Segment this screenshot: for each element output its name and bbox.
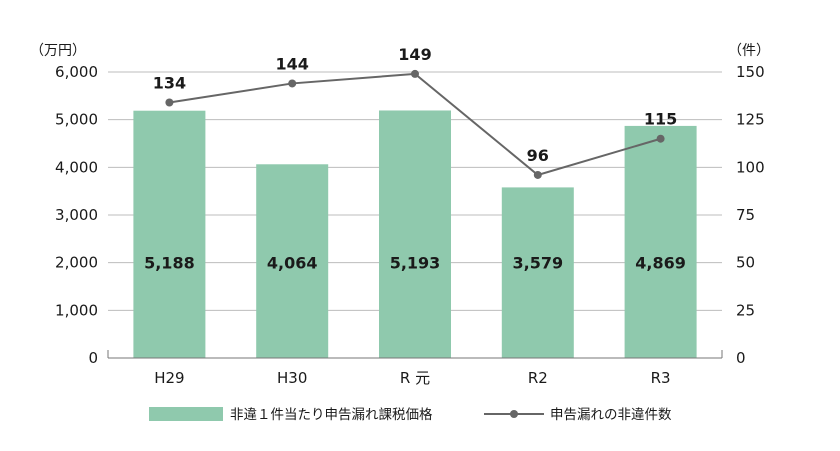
bar-series: 5,188 4,064 5,193 3,579 4,869 — [133, 110, 697, 359]
line-value-label: 134 — [153, 74, 186, 93]
bar-value-label: 5,188 — [144, 254, 195, 273]
category-label: H29 — [154, 369, 184, 387]
line-value-label: 96 — [527, 146, 549, 165]
right-tick-label: 0 — [736, 349, 746, 367]
category-label: R 元 — [400, 369, 430, 387]
bar-value-label: 4,064 — [267, 254, 318, 273]
line-point — [288, 79, 297, 88]
right-axis-unit: （件） — [728, 43, 770, 59]
bar — [133, 110, 206, 359]
left-tick-label: 3,000 — [55, 206, 98, 224]
line-series: 134 144 149 96 115 — [153, 45, 677, 179]
right-tick-label: 50 — [736, 254, 755, 272]
bar — [501, 187, 574, 358]
line-point — [533, 170, 542, 179]
bar — [624, 125, 697, 358]
right-tick-label: 100 — [736, 158, 765, 176]
line-value-label: 149 — [398, 45, 431, 64]
left-tick-label: 0 — [88, 349, 98, 367]
right-tick-label: 125 — [736, 111, 765, 129]
legend-line-marker — [510, 410, 518, 418]
axes — [107, 350, 723, 359]
bar-value-label: 5,193 — [390, 254, 441, 273]
right-axis-ticks: 0 25 50 75 100 125 150 — [736, 63, 765, 367]
line-point — [411, 69, 419, 78]
bar — [379, 110, 451, 358]
left-axis-ticks: 0 1,000 2,000 3,000 4,000 5,000 6,000 — [55, 63, 98, 367]
category-label: H30 — [277, 369, 307, 387]
right-tick-label: 150 — [736, 63, 765, 81]
legend-bar-label: 非違１件当たり申告漏れ課税価格 — [230, 407, 433, 423]
legend-line-label: 申告漏れの非違件数 — [550, 407, 672, 423]
left-tick-label: 4,000 — [55, 158, 98, 176]
line-value-label: 115 — [644, 110, 677, 129]
category-labels: H29 H30 R 元 R2 R3 — [154, 369, 670, 387]
left-tick-label: 1,000 — [55, 301, 98, 319]
bar-value-label: 4,869 — [635, 254, 686, 273]
line-point — [165, 98, 174, 107]
right-tick-label: 25 — [736, 301, 755, 319]
right-tick-label: 75 — [736, 206, 755, 224]
left-tick-label: 6,000 — [55, 63, 98, 81]
line-value-label: 144 — [275, 54, 308, 73]
line-point — [656, 134, 665, 143]
bar — [256, 164, 329, 358]
category-label: R3 — [651, 369, 671, 387]
bar-value-label: 3,579 — [512, 254, 563, 273]
legend: 非違１件当たり申告漏れ課税価格 申告漏れの非違件数 — [149, 407, 672, 423]
left-tick-label: 5,000 — [55, 111, 98, 129]
left-axis-unit: （万円） — [30, 43, 86, 59]
category-label: R2 — [528, 369, 548, 387]
legend-bar-swatch — [149, 407, 223, 421]
left-tick-label: 2,000 — [55, 254, 98, 272]
